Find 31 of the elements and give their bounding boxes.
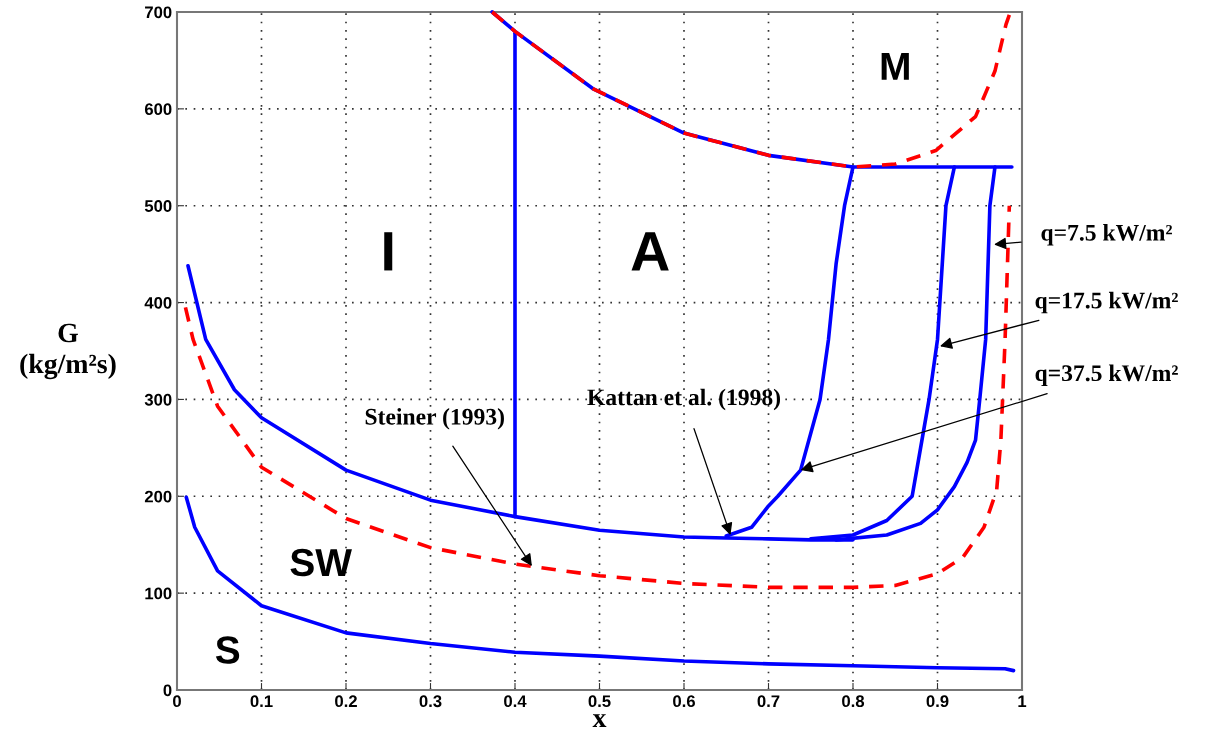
y-tick-label: 300 xyxy=(144,393,172,406)
x-tick-label: 0.2 xyxy=(335,695,357,708)
y-tick-label: 400 xyxy=(144,296,172,309)
x-tick-label: 0.7 xyxy=(757,695,780,708)
annotation: Steiner (1993) xyxy=(365,408,504,430)
y-tick-label: 500 xyxy=(144,200,172,212)
annotation: M xyxy=(881,52,909,80)
y-tick-label: 600 xyxy=(144,103,172,116)
annotation: Kattan et al. (1998) xyxy=(587,388,781,411)
x-tick-label: 0.6 xyxy=(673,695,695,708)
x-tick-label: 0.8 xyxy=(842,695,865,708)
x-tick-label: 0.5 xyxy=(588,695,611,708)
annotation: A xyxy=(631,232,669,271)
annotation: q=7.5 kW/m² xyxy=(1041,224,1172,246)
x-tick-label: 1 xyxy=(1018,695,1027,707)
y-tick-label: 100 xyxy=(145,587,172,600)
annotation: q=37.5 kW/m² xyxy=(1035,364,1178,386)
annotation: q=17.5 kW/m² xyxy=(1035,291,1178,314)
x-tick-label: 0.1 xyxy=(250,695,273,708)
x-tick-label: 0 xyxy=(173,695,181,708)
y-tick-label: 200 xyxy=(144,490,172,503)
annotation: SW xyxy=(290,548,352,577)
x-tick-label: 0.4 xyxy=(504,695,527,708)
y-axis-title: G (kg/m²s) xyxy=(20,323,116,380)
annotation: S xyxy=(215,636,240,664)
x-tick-label: 0.3 xyxy=(419,695,442,708)
y-tick-label: 0 xyxy=(163,684,172,697)
annotation: I xyxy=(384,232,393,271)
y-tick-label: 700 xyxy=(145,6,172,19)
x-tick-label: 0.9 xyxy=(926,695,949,708)
x-axis-title: x xyxy=(592,714,607,727)
